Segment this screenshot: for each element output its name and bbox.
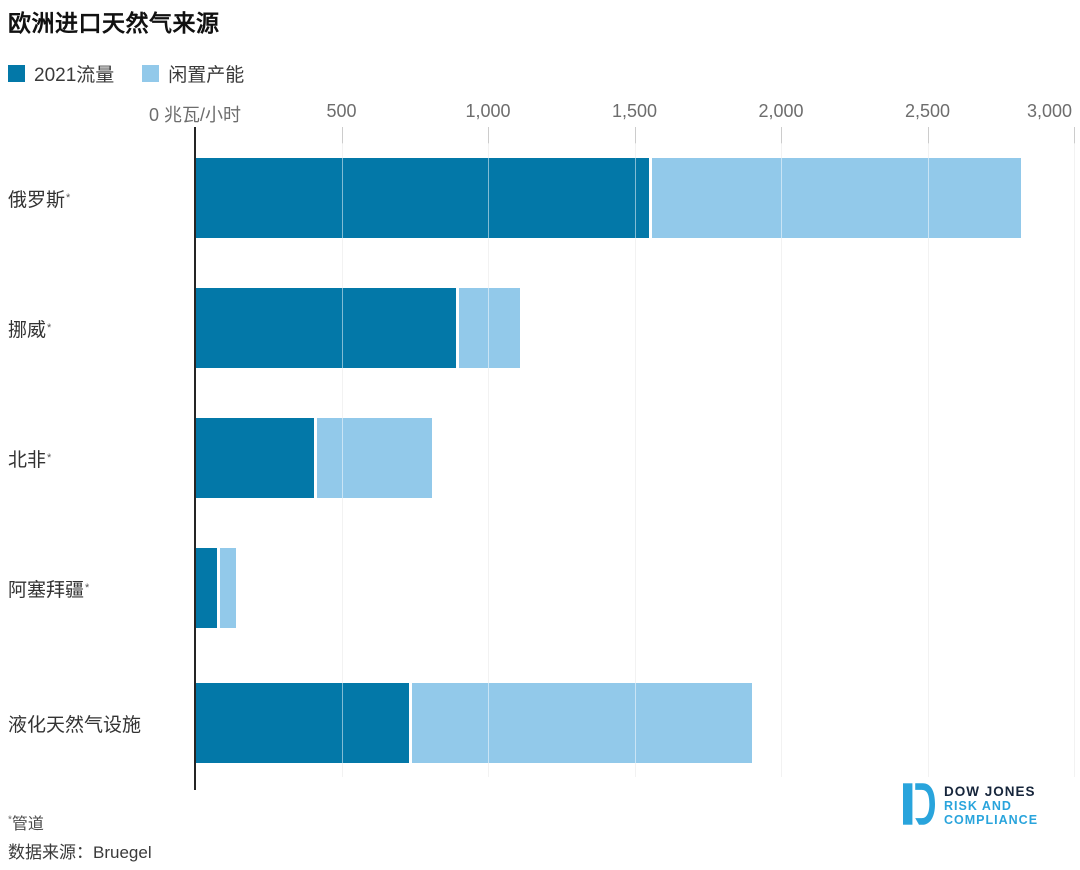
- x-tick-label-1500: 1,500: [611, 101, 658, 121]
- dowjones-d-icon: [903, 783, 935, 825]
- gridline-overlay-2000: [781, 143, 782, 777]
- gridline-overlay-1500: [634, 143, 636, 777]
- footnote-text: 管道: [11, 816, 44, 833]
- x-tick-label-1000: 1,000: [465, 101, 511, 121]
- gridline-overlay-2500: [927, 143, 929, 777]
- category-label-2: 挪威 *: [8, 319, 52, 341]
- dowjones-logo-text: DOW JONES RISK AND COMPLIANCE: [944, 783, 1038, 827]
- bar-segment-2021流量: [195, 158, 650, 238]
- x-tick-500: [341, 127, 343, 144]
- source-note: 数据来源：Bruegel: [8, 843, 152, 862]
- x-tick-2000: [781, 127, 782, 144]
- footnote-mark: *: [8, 814, 12, 826]
- bar-segment-闲置产能: [408, 683, 752, 763]
- bar-segment-2021流量: [195, 683, 409, 763]
- category-label-3: 北非 *: [8, 449, 52, 471]
- footnote-pipeline: *管道: [8, 810, 44, 834]
- x-tick-label-2500: 2,500: [904, 101, 951, 121]
- x-tick-2500: [927, 127, 929, 144]
- logo-line1: DOW JONES: [944, 784, 1036, 799]
- legend-label: 闲置产能: [168, 65, 245, 86]
- gridline-overlay-1000: [488, 143, 489, 777]
- gridline-overlay-3000: [1074, 143, 1075, 777]
- legend-swatch: [8, 65, 25, 82]
- bar-segment-闲置产能: [216, 548, 237, 628]
- legend-item-闲置产能: 闲置产能: [142, 60, 244, 87]
- bar-segment-2021流量: [195, 288, 456, 368]
- category-label-1: 俄罗斯 *: [8, 189, 71, 211]
- gridline-overlay-500: [341, 143, 343, 777]
- category-label-4: 阿塞拜疆 *: [8, 579, 90, 601]
- category-label-5: 液化天然气设施: [8, 714, 142, 736]
- dowjones-logo: DOW JONES RISK AND COMPLIANCE: [903, 783, 1038, 827]
- x-tick-label-3000: 3,000: [1026, 101, 1072, 121]
- chart-title: 欧洲进口天然气来源: [8, 10, 220, 36]
- legend-swatch: [142, 65, 160, 82]
- logo-line3: COMPLIANCE: [944, 813, 1039, 828]
- x-tick-label-2000: 2,000: [758, 101, 804, 121]
- x-tick-1000: [488, 127, 489, 144]
- y-axis-line: [194, 127, 196, 790]
- bar-segment-闲置产能: [649, 158, 1022, 238]
- chart-area: 0 兆瓦/小时 500 1,000 1,500 2,000 2,500 3,000 俄罗斯 * 挪…: [0, 95, 1080, 795]
- legend-label: 2021流量: [34, 65, 115, 86]
- logo-line2: RISK AND: [944, 799, 1012, 814]
- x-tick-3000: [1074, 127, 1075, 144]
- x-tick-label-0: 0 兆瓦/小时: [148, 105, 241, 125]
- bar-segment-闲置产能: [313, 418, 433, 498]
- x-tick-1500: [634, 127, 636, 144]
- bar-segment-2021流量: [195, 418, 314, 498]
- legend: 2021流量 闲置产能: [8, 60, 244, 87]
- legend-item-2021流量: 2021流量: [8, 60, 114, 87]
- x-tick-label-500: 500: [326, 101, 357, 121]
- bar-segment-2021流量: [195, 548, 217, 628]
